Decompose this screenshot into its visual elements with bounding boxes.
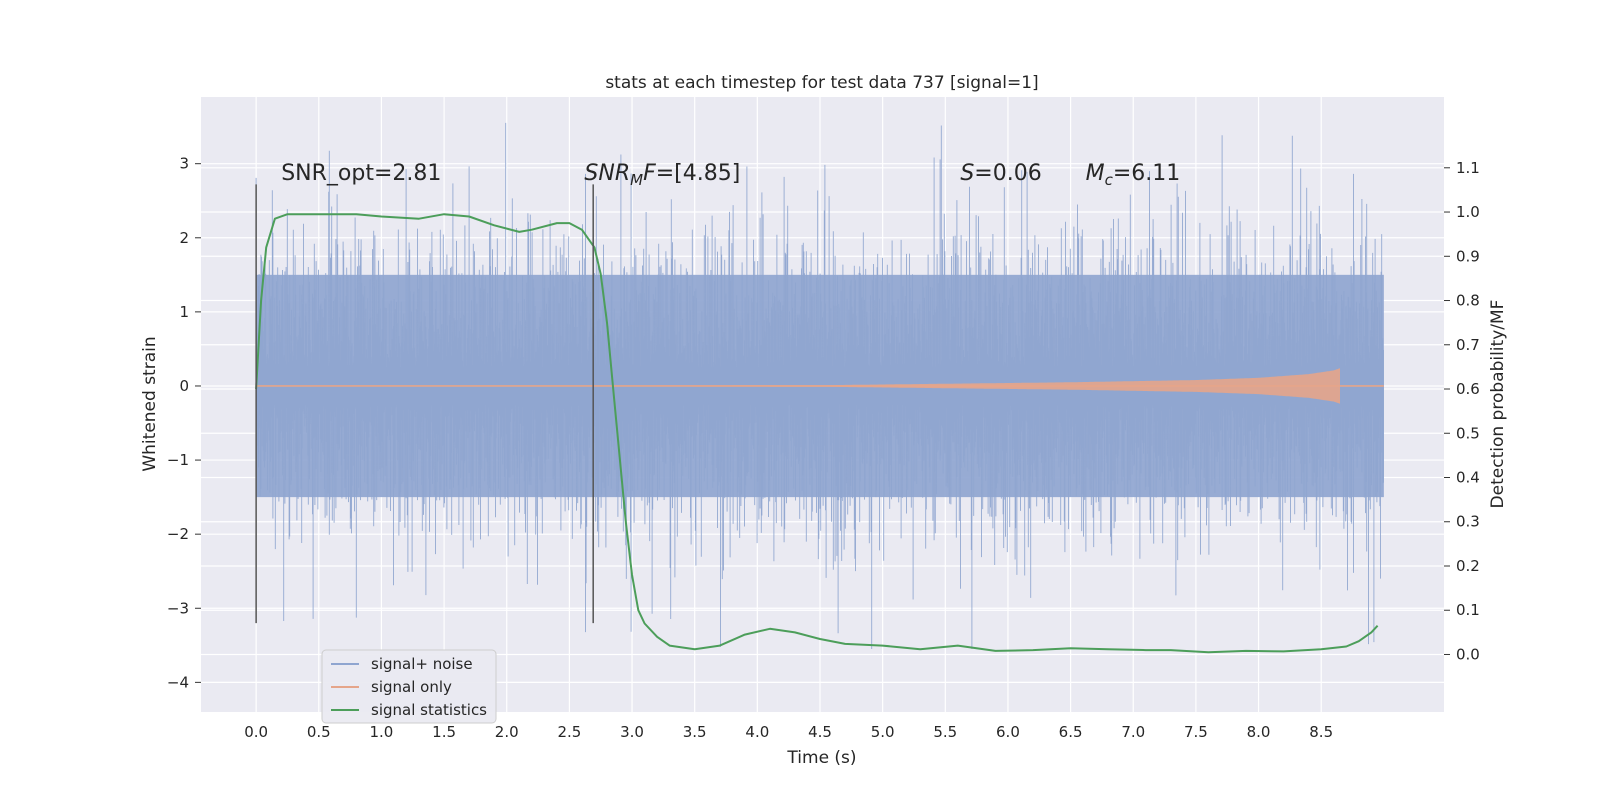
y-tick-label: −1 [167,451,189,469]
series-signal-only-envelope [256,368,1341,404]
x-tick-label: 0.5 [307,723,331,741]
y-right-tick-label: 0.5 [1456,424,1480,442]
y-right-tick-label: 0.1 [1456,601,1480,619]
series-signal-statistics [255,213,1379,654]
x-tick-label: 2.0 [495,723,519,741]
x-axis-label: Time (s) [786,748,856,768]
x-tick-label: 6.0 [996,723,1020,741]
y-right-tick-label: 0.9 [1456,247,1480,265]
annotation-snr-opt: SNR_opt=2.81 [281,161,441,186]
x-tick-label: 3.0 [620,723,644,741]
y-tick-label: −3 [167,599,189,617]
x-tick-label: 7.5 [1184,723,1208,741]
x-tick-label: 2.5 [557,723,581,741]
y-right-tick-label: 0.0 [1456,645,1480,663]
annotation-chirp-mass: Mc=6.11 [1086,161,1181,189]
annotation-spin-s: S=0.06 [960,161,1041,186]
chart-title: stats at each timestep for test data 737… [605,73,1038,93]
legend-label: signal statistics [371,701,487,719]
x-tick-label: 1.5 [432,723,456,741]
y-tick-label: −4 [167,673,189,691]
x-tick-label: 8.5 [1309,723,1333,741]
x-tick-label: 0.0 [244,723,268,741]
annotations: SNR_opt=2.81 SNRMF=[4.85] S=0.06 Mc=6.11 [281,161,1180,189]
y-right-tick-label: 0.7 [1456,336,1480,354]
y-tick-label: 2 [179,229,189,247]
legend-box [321,649,497,724]
y-tick-label: −2 [167,525,189,543]
y-axis-label-left: Whitened strain [140,336,160,471]
y-right-tick-label: 1.0 [1456,203,1480,221]
x-ticks: 0.0 0.5 1.0 1.5 2.0 2.5 3.0 3.5 4.0 4.5 5.0 5.5 6.0 6… [244,723,1333,741]
x-tick-label: 5.5 [933,723,957,741]
y-axis-label-right: Detection probability/MF [1488,300,1508,509]
y-right-tick-label: 0.3 [1456,513,1480,531]
y-right-tick-label: 0.8 [1456,292,1480,310]
x-tick-label: 7.0 [1121,723,1145,741]
y-ticks-left: 3 2 1 0 −1 −2 −3 −4 [167,155,201,691]
y-tick-label: 3 [179,155,189,173]
annotation-snr-mf: SNRMF=[4.85] [584,161,740,189]
legend-label: signal only [371,678,452,696]
legend-label: signal+ noise [371,655,473,673]
y-tick-label: 0 [179,377,189,395]
legend: signal+ noise signal only signal statistic… [321,649,497,724]
series-layer [255,122,1384,654]
x-tick-label: 4.0 [745,723,769,741]
x-tick-label: 1.0 [370,723,394,741]
y-ticks-right: 1.1 1.0 0.9 0.8 0.7 0.6 0.5 0.4 0.3 0.2 0.1 0.0 [1444,159,1480,663]
vertical-lines [255,184,594,624]
x-tick-label: 8.0 [1247,723,1271,741]
x-tick-label: 5.0 [871,723,895,741]
y-right-tick-label: 0.4 [1456,469,1480,487]
y-tick-label: 1 [179,303,189,321]
x-tick-label: 3.5 [683,723,707,741]
x-tick-label: 4.5 [808,723,832,741]
x-tick-label: 6.5 [1059,723,1083,741]
y-right-tick-label: 1.1 [1456,159,1480,177]
y-right-tick-label: 0.6 [1456,380,1480,398]
y-right-tick-label: 0.2 [1456,557,1480,575]
